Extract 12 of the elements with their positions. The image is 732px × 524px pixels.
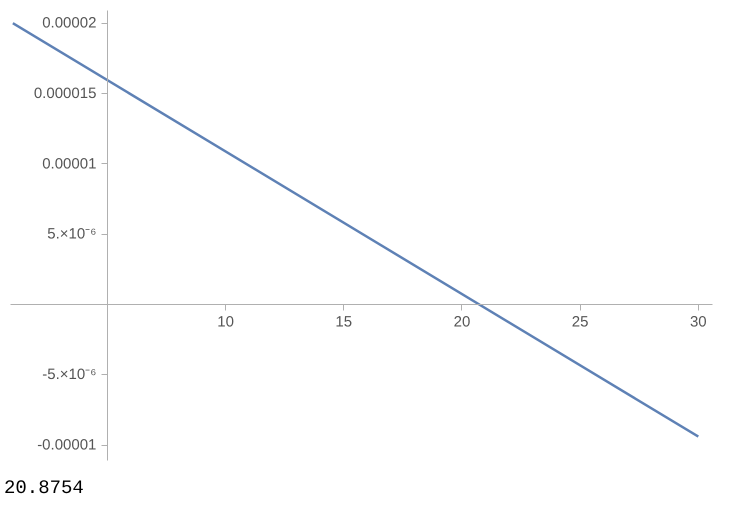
x-tick-label: 20	[454, 313, 470, 330]
y-tick-label: 5.×10⁻⁶	[47, 226, 96, 243]
y-tick-label: -0.00001	[37, 436, 96, 454]
text: 20.8754	[4, 476, 84, 501]
x-tick-label: 10	[217, 313, 234, 330]
x-tick-label: 15	[335, 313, 352, 330]
y-tick-label: 0.000015	[34, 84, 96, 102]
y-tick-label: 0.00002	[42, 14, 96, 32]
y-tick-label: -5.×10⁻⁶	[42, 366, 96, 384]
x-tick-label: 25	[572, 313, 588, 330]
x-tick-label: 30	[690, 313, 707, 330]
y-tick-label: 0.00001	[42, 155, 96, 172]
